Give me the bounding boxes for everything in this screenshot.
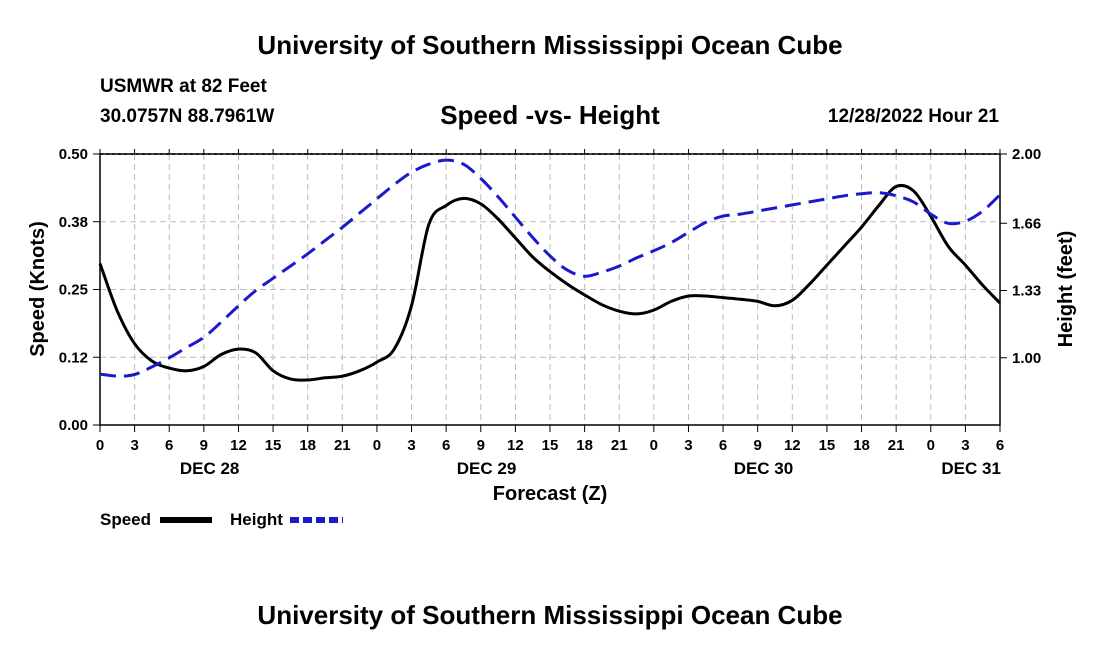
x-axis-label: Forecast (Z) <box>493 483 607 505</box>
chart-grid <box>100 154 1000 425</box>
x-tick-label: 3 <box>961 437 969 454</box>
series-line-height <box>99 158 1002 378</box>
y-tick-label: 0.12 <box>59 349 88 366</box>
speed-height-chart: 0 3 6 9 12 15 18 21 0 3 6 9 12 15 18 21 0 3 6 9 12 15 18 21 0 3 6D… <box>27 146 1077 529</box>
x-tick-label: 15 <box>542 437 559 454</box>
x-tick-label: 6 <box>442 437 450 454</box>
y-tick-label: 0.25 <box>59 282 88 299</box>
y-tick-label: 0.50 <box>59 146 88 163</box>
x-tick-label: 3 <box>407 437 415 454</box>
chart-series <box>98 158 1002 382</box>
x-tick-label: 0 <box>96 437 104 454</box>
chart-subtitle: Speed -vs- Height <box>440 100 660 130</box>
x-tick-label: 18 <box>299 437 316 454</box>
chart-footer-title: University of Southern Mississippi Ocean… <box>257 600 843 630</box>
y2-axis-label: Height (feet) <box>1055 231 1077 348</box>
x-tick-label: 15 <box>819 437 836 454</box>
chart-main-title: University of Southern Mississippi Ocean… <box>257 30 843 60</box>
y-tick-label: 0.38 <box>59 214 88 231</box>
chart-legend: Speed Height <box>100 510 343 529</box>
x-tick-label: 0 <box>650 437 658 454</box>
x-date-label: DEC 28 <box>180 459 240 478</box>
x-tick-label: 3 <box>130 437 138 454</box>
x-tick-label: 3 <box>684 437 692 454</box>
x-tick-label: 9 <box>754 437 762 454</box>
x-tick-label: 6 <box>165 437 173 454</box>
x-tick-label: 0 <box>373 437 381 454</box>
y-tick-label: 0.00 <box>59 417 88 434</box>
x-tick-label: 12 <box>507 437 524 454</box>
x-tick-label: 15 <box>265 437 282 454</box>
station-coordinates: 30.0757N 88.7961W <box>100 106 275 127</box>
x-tick-label: 18 <box>576 437 593 454</box>
x-tick-label: 12 <box>230 437 247 454</box>
y2-tick-label: 2.00 <box>1012 146 1041 163</box>
y-axis-label: Speed (Knots) <box>27 221 49 357</box>
y2-tick-label: 1.66 <box>1012 215 1041 232</box>
x-tick-label: 21 <box>334 437 351 454</box>
chart-axes: 0 3 6 9 12 15 18 21 0 3 6 9 12 15 18 21 0 3 6 9 12 15 18 21 0 3 6D… <box>59 146 1041 478</box>
series-line-speed <box>98 183 1002 382</box>
x-tick-label: 12 <box>784 437 801 454</box>
x-date-label: DEC 29 <box>457 459 517 478</box>
legend-label-speed: Speed <box>100 510 151 529</box>
x-tick-label: 6 <box>996 437 1004 454</box>
y2-tick-label: 1.00 <box>1012 350 1041 367</box>
x-tick-label: 9 <box>477 437 485 454</box>
x-tick-label: 21 <box>611 437 628 454</box>
x-tick-label: 0 <box>927 437 935 454</box>
x-tick-label: 6 <box>719 437 727 454</box>
x-date-label: DEC 31 <box>941 459 1001 478</box>
x-tick-label: 9 <box>200 437 208 454</box>
x-date-label: DEC 30 <box>734 459 794 478</box>
forecast-datetime: 12/28/2022 Hour 21 <box>827 106 999 127</box>
station-name: USMWR at 82 Feet <box>100 76 267 97</box>
x-tick-label: 18 <box>853 437 870 454</box>
y2-tick-label: 1.33 <box>1012 283 1041 300</box>
x-tick-label: 21 <box>888 437 905 454</box>
legend-label-height: Height <box>230 510 283 529</box>
